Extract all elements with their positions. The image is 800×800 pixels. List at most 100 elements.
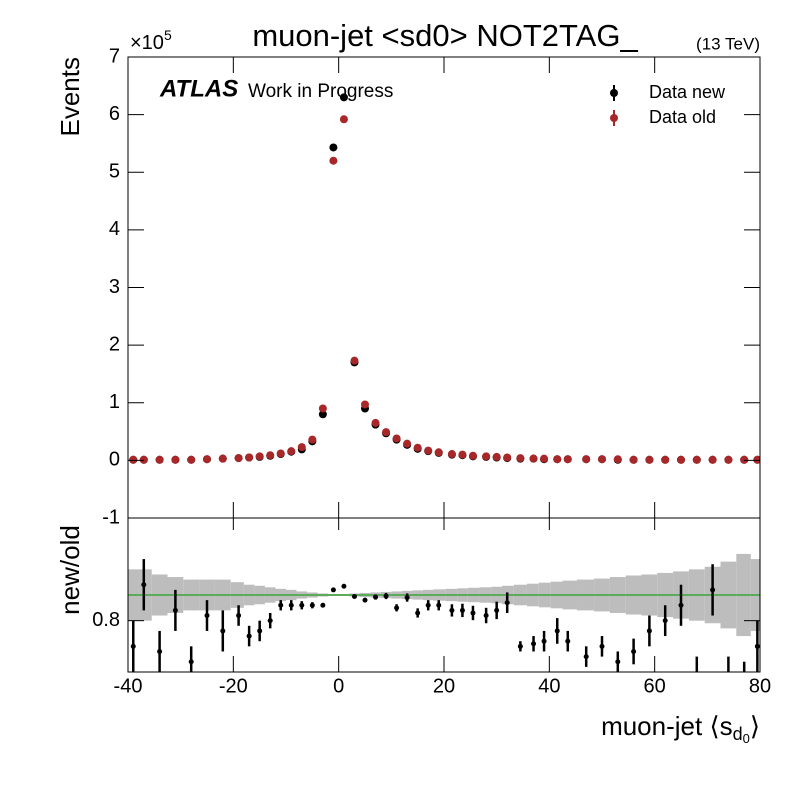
- data-point: [424, 446, 433, 455]
- data-point: [516, 454, 525, 463]
- ratio-point: [383, 593, 389, 599]
- data-point: [740, 455, 749, 464]
- ratio-point: [494, 607, 500, 613]
- ratio-point: [646, 628, 652, 634]
- x-tick-label: 0: [333, 675, 344, 697]
- data-point: [234, 454, 243, 463]
- ratio-point: [754, 643, 760, 649]
- ratio-point: [220, 628, 226, 634]
- data-point: [677, 455, 685, 464]
- ratio-point: [320, 602, 326, 608]
- energy-label: (13 TeV): [696, 34, 760, 53]
- y-tick-label: 4: [109, 218, 120, 240]
- y-tick-label: 6: [109, 103, 120, 125]
- y-tick-label: -1: [102, 506, 120, 528]
- data-point: [339, 115, 348, 124]
- ratio-point: [257, 628, 263, 634]
- data-point: [434, 448, 443, 457]
- data-point: [503, 453, 512, 462]
- data-point: [318, 410, 327, 419]
- data-point: [492, 452, 501, 461]
- ratio-point: [470, 610, 476, 616]
- data-point: [458, 450, 467, 459]
- ratio-point: [330, 587, 336, 593]
- ratio-point: [449, 607, 455, 613]
- xlabel-end: ⟩: [750, 711, 760, 741]
- ratio-point: [599, 643, 605, 649]
- ratio-point: [694, 675, 699, 680]
- ratio-plot: [128, 553, 760, 685]
- data-point: [582, 455, 591, 464]
- ratio-point: [157, 648, 163, 654]
- y-tick-label: 1: [109, 391, 120, 413]
- ratio-point: [362, 597, 368, 603]
- legend-label: Data old: [649, 107, 716, 127]
- chart-title: muon-jet <sd0> NOT2TAG_: [252, 18, 638, 53]
- data-point: [563, 455, 572, 464]
- data-point: [468, 451, 477, 460]
- y-tick-label: 2: [109, 333, 120, 355]
- ratio-point: [404, 595, 410, 601]
- y-tick-label: 7: [109, 45, 120, 67]
- data-point: [753, 455, 760, 464]
- y-multiplier: ×105: [130, 27, 172, 55]
- data-point: [413, 443, 422, 452]
- multiplier-exponent: 5: [164, 27, 172, 43]
- data-point: [203, 455, 211, 464]
- ratio-point: [188, 659, 194, 665]
- ratio-point: [267, 618, 273, 624]
- ratio-point: [204, 613, 210, 619]
- data-point: [724, 455, 733, 464]
- data-point: [392, 434, 401, 443]
- x-tick-label: 80: [749, 675, 771, 697]
- data-point: [129, 455, 138, 464]
- ratio-point: [554, 628, 560, 634]
- ratio-point: [172, 607, 178, 613]
- x-tick-label: 40: [538, 675, 560, 697]
- ratio-point: [631, 648, 637, 654]
- ratio-point: [726, 680, 731, 685]
- ratio-point: [415, 610, 421, 616]
- y-tick-label: 0: [109, 449, 120, 471]
- data-point: [255, 452, 264, 461]
- ratio-point: [288, 602, 294, 608]
- data-point: [297, 443, 306, 452]
- ratio-point: [710, 587, 716, 593]
- data-point: [598, 455, 606, 464]
- data-point: [540, 454, 549, 463]
- x-tick-label: -20: [219, 675, 248, 697]
- data-point: [187, 455, 196, 464]
- x-tick-label: -40: [114, 675, 143, 697]
- xlabel-subsub: 0: [743, 731, 750, 746]
- ratio-point: [236, 613, 242, 619]
- data-point: [339, 93, 348, 102]
- x-tick-label: 20: [433, 675, 455, 697]
- ratio-point: [394, 605, 400, 611]
- data-point: [329, 143, 338, 152]
- ratio-point: [459, 607, 465, 613]
- ratio-point: [351, 594, 357, 600]
- data-point: [361, 400, 369, 409]
- ratio-point: [373, 594, 379, 600]
- ratio-point: [246, 633, 252, 639]
- data-point: [318, 404, 327, 413]
- multiplier-base: ×10: [130, 32, 164, 54]
- data-point: [629, 455, 638, 464]
- ratio-point: [278, 602, 284, 608]
- status-label: Work in Progress: [248, 81, 393, 102]
- ratio-point: [341, 583, 347, 589]
- y-tick-label: 3: [109, 276, 120, 298]
- data-point: [529, 454, 538, 463]
- ratio-point: [141, 582, 147, 588]
- data-point: [708, 455, 717, 464]
- ratio-point: [662, 618, 668, 624]
- data-point: [482, 452, 491, 461]
- ratio-point: [425, 602, 431, 608]
- x-tick-label: 60: [644, 675, 666, 697]
- data-point: [308, 435, 317, 444]
- ratio-y-axis-label: new/old: [55, 525, 85, 615]
- ratio-point: [130, 643, 136, 649]
- xlabel-main: muon-jet ⟨s: [601, 711, 733, 741]
- data-point: [613, 455, 622, 464]
